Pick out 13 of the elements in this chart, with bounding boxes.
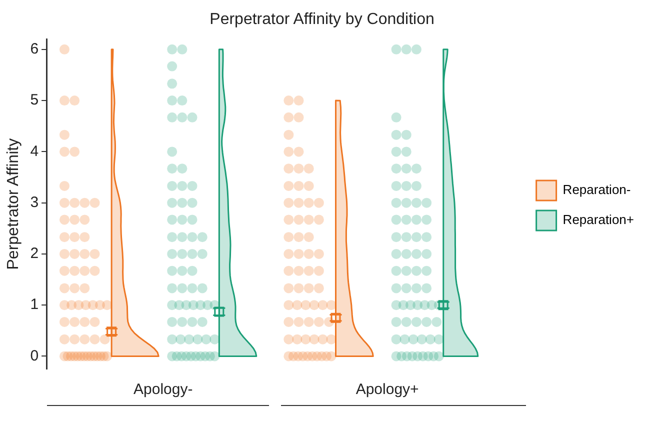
legend-label: Reparation+ <box>562 212 634 228</box>
y-tick-label: 5 <box>30 92 39 109</box>
chart-title: Perpetrator Affinity by Condition <box>210 11 434 28</box>
y-tick-label: 6 <box>30 40 39 58</box>
x-tick-label: Apology+ <box>356 381 420 398</box>
y-tick-label: 1 <box>30 296 39 314</box>
y-tick-label: 4 <box>30 142 39 160</box>
y-axis-title: Perpetrator Affinity <box>5 138 22 270</box>
y-tick-label: 3 <box>30 194 39 211</box>
x-tick-label: Apology- <box>134 381 193 398</box>
y-tick-label: 2 <box>30 245 39 262</box>
y-tick-label: 0 <box>30 347 39 364</box>
legend-label: Reparation- <box>562 182 631 198</box>
